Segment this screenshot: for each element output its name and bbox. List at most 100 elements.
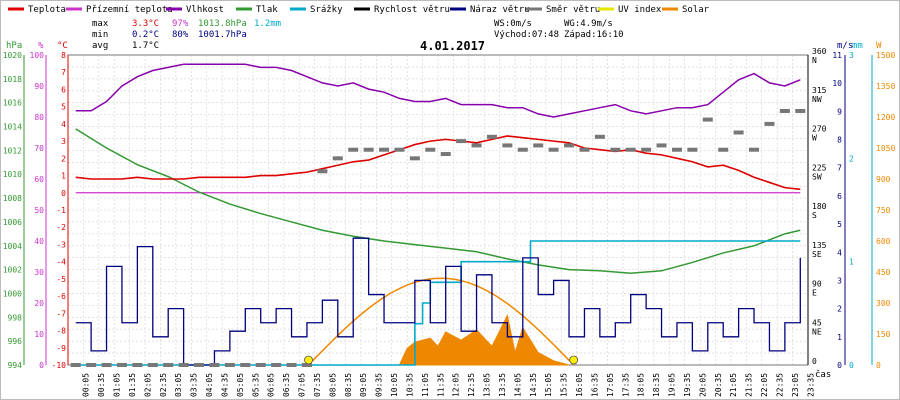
tick-pressure-0: 994 [8,361,23,370]
wind-direction-mark-21 [394,147,405,152]
wind-direction-mark-39 [671,147,682,152]
tick-solar-7: 1050 [876,144,895,153]
x-tick-label-19: 09:35 [375,373,384,397]
wind-direction-mark-12 [255,363,266,367]
tick-pressure-5: 1004 [3,242,22,251]
tick-pressure-2: 998 [8,313,23,322]
x-tick-label-37: 18:35 [652,373,661,397]
stats-max-rain: 1.2mm [254,19,281,29]
x-tick-label-40: 20:05 [698,373,707,397]
x-tick-label-44: 22:05 [760,373,769,397]
wind-direction-mark-22 [409,156,420,161]
tick-rain-1: 1 [849,258,854,267]
x-tick-label-39: 19:35 [683,373,692,397]
tick-temperature-9: -1 [56,206,66,215]
tick-wind-5: 5 [837,220,842,229]
x-tick-label-31: 15:35 [560,373,569,397]
tick-humidity-2: 20 [34,299,44,308]
tick-pressure-9: 1012 [3,146,22,155]
tick-humidity-8: 80 [34,113,44,122]
x-tick-label-6: 03:05 [174,373,183,397]
x-tick-label-35: 17:35 [621,373,630,397]
legend-label-6: Náraz větru [470,5,530,15]
wind-direction-mark-29 [517,147,528,152]
tick-pressure-3: 1000 [3,289,22,298]
wind-direction-mark-41 [702,117,713,122]
tick-solar-6: 900 [876,175,891,184]
stats-max-label: max [92,19,109,29]
wind-direction-mark-8 [194,363,205,367]
x-tick-label-25: 12:35 [467,373,476,397]
stats-min-hum: 80% [172,30,189,40]
tick-direction-name-1: NE [812,327,822,336]
unit-wind: m/s [837,41,853,51]
wind-direction-mark-14 [286,363,297,367]
wind-direction-mark-44 [749,147,760,152]
wind-direction-mark-28 [502,143,513,148]
legend-label-1: Přízemní teplota [86,5,173,15]
wind-direction-mark-15 [301,363,312,367]
wind-direction-mark-6 [163,363,174,367]
info-sunrise: Východ:07:48 [494,30,559,40]
tick-humidity-9: 90 [34,82,44,91]
tick-solar-3: 450 [876,268,891,277]
unit-solar: W [876,41,882,51]
x-tick-label-18: 09:05 [359,373,368,397]
sun-marker-0 [304,355,313,365]
tick-solar-10: 1500 [876,51,895,60]
x-tick-label-15: 07:35 [313,373,322,397]
tick-pressure-1: 996 [8,337,23,346]
tick-rain-0: 0 [849,361,854,370]
wind-direction-mark-27 [486,134,497,139]
x-tick-label-12: 06:05 [267,373,276,397]
tick-pressure-6: 1006 [3,218,22,227]
x-tick-label-7: 03:35 [190,373,199,397]
wind-direction-mark-1 [86,363,97,367]
stats-panel: max 3.3°C 97% 1013.8hPa 1.2mm min 0.2°C … [92,19,624,53]
tick-wind-6: 6 [837,192,842,201]
wind-direction-mark-31 [548,147,559,152]
legend-label-7: Směr větru [546,5,600,15]
stats-min-pres: 1001.7hPa [198,30,247,40]
wind-direction-mark-37 [641,147,652,152]
tick-direction-name-4: S [812,211,817,220]
wind-direction-mark-17 [332,156,343,161]
tick-direction-name-8: N [812,56,817,65]
tick-humidity-0: 0 [39,361,44,370]
x-tick-label-43: 21:35 [745,373,754,397]
stats-min-label: min [92,30,108,40]
tick-direction-name-7: NW [812,95,822,104]
tick-temperature-12: 2 [61,154,66,163]
x-tick-label-42: 21:05 [729,373,738,397]
tick-humidity-1: 10 [34,330,44,339]
wind-direction-mark-5 [147,363,158,367]
tick-solar-1: 150 [876,330,891,339]
x-tick-label-21: 10:35 [405,373,414,397]
x-tick-label-13: 06:35 [282,373,291,397]
x-tick-label-0: 00:05 [82,373,91,397]
x-tick-label-9: 04:35 [220,373,229,397]
legend-label-2: Vlhkost [186,5,224,15]
tick-temperature-13: 3 [61,137,66,146]
info-sunset: Západ:16:10 [564,30,624,40]
wind-direction-mark-45 [764,121,775,126]
x-tick-label-34: 17:05 [606,373,615,397]
x-tick-label-1: 00:35 [97,373,106,397]
unit-humidity: % [38,41,44,51]
x-tick-label-22: 11:05 [421,373,430,397]
wind-direction-mark-9 [209,363,220,367]
stats-avg-label: avg [92,41,108,51]
tick-humidity-5: 50 [34,206,44,215]
tick-temperature-16: 6 [61,85,66,94]
tick-temperature-4: -6 [56,292,66,301]
tick-wind-1: 1 [837,333,842,342]
tick-direction-0: 0 [812,357,817,366]
wind-direction-mark-18 [348,147,359,152]
legend-label-3: Tlak [256,5,278,15]
wind-direction-mark-30 [533,143,544,148]
x-tick-label-5: 02:35 [159,373,168,397]
tick-pressure-13: 1020 [3,51,22,60]
tick-humidity-10: 100 [30,51,45,60]
wind-direction-mark-34 [594,134,605,139]
